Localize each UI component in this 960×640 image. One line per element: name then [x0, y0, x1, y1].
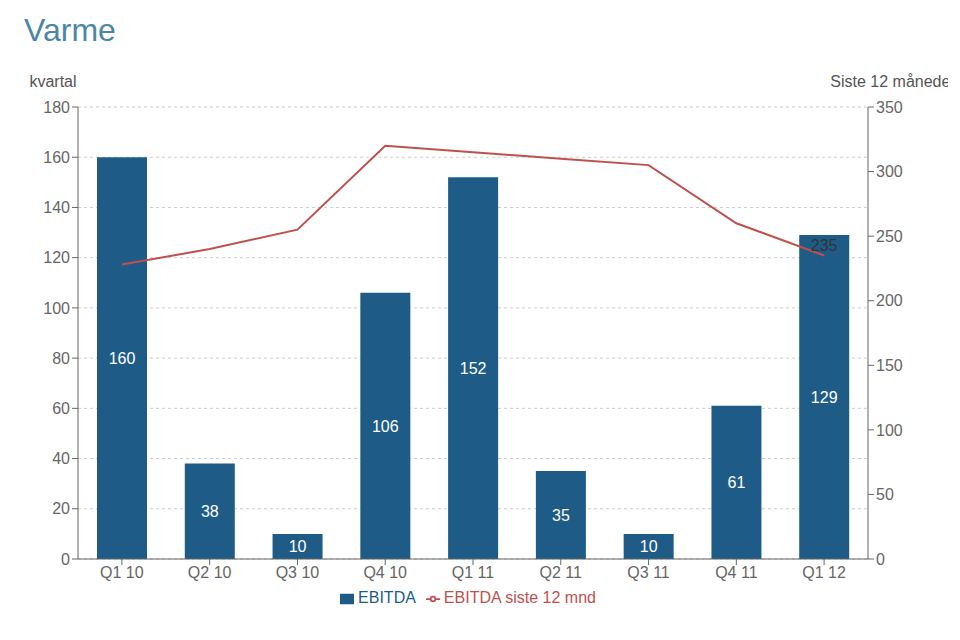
- svg-text:180: 180: [43, 99, 70, 116]
- svg-text:Q3 11: Q3 11: [627, 564, 670, 581]
- svg-text:35: 35: [552, 507, 570, 524]
- svg-text:10: 10: [640, 538, 658, 555]
- html-text:EBITDA siste 12 mnd: EBITDA siste 12 mnd: [443, 589, 596, 606]
- svg-text:150: 150: [876, 357, 903, 374]
- svg-text:300: 300: [876, 163, 903, 180]
- svg-text:100: 100: [43, 300, 70, 317]
- svg-text:200: 200: [876, 292, 903, 309]
- svg-text:140: 140: [43, 199, 70, 216]
- svg-text:Q1 11: Q1 11: [452, 564, 495, 581]
- svg-text:40: 40: [52, 450, 70, 467]
- html-text:EBITDA: EBITDA: [358, 589, 416, 606]
- svg-text:160: 160: [109, 350, 136, 367]
- svg-text:38: 38: [201, 503, 219, 520]
- svg-text:61: 61: [728, 474, 746, 491]
- svg-text:20: 20: [52, 500, 70, 517]
- svg-text:Q4 11: Q4 11: [715, 564, 758, 581]
- svg-text:106: 106: [372, 418, 399, 435]
- svg-text:100: 100: [876, 422, 903, 439]
- svg-text:80: 80: [52, 350, 70, 367]
- svg-text:250: 250: [876, 228, 903, 245]
- svg-text:Q2 10: Q2 10: [188, 564, 232, 581]
- svg-text:160: 160: [43, 149, 70, 166]
- svg-text:kvartal: kvartal: [29, 73, 76, 90]
- svg-text:235: 235: [811, 237, 838, 254]
- svg-text:Q1 12: Q1 12: [802, 564, 846, 581]
- svg-text:350: 350: [876, 99, 903, 116]
- svg-text:Q3 10: Q3 10: [276, 564, 320, 581]
- svg-text:Q1 10: Q1 10: [100, 564, 144, 581]
- svg-text:0: 0: [61, 551, 70, 568]
- svg-text:129: 129: [811, 389, 838, 406]
- svg-text:120: 120: [43, 249, 70, 266]
- svg-text:Siste 12 måneder: Siste 12 måneder: [830, 73, 948, 90]
- svg-text:60: 60: [52, 400, 70, 417]
- svg-text:0: 0: [876, 551, 885, 568]
- svg-text:Q2 11: Q2 11: [540, 564, 583, 581]
- svg-text:Q4 10: Q4 10: [363, 564, 407, 581]
- svg-text:152: 152: [460, 360, 487, 377]
- svg-text:10: 10: [289, 538, 307, 555]
- html-text:Varme: Varme: [24, 12, 116, 48]
- svg-text:50: 50: [876, 486, 894, 503]
